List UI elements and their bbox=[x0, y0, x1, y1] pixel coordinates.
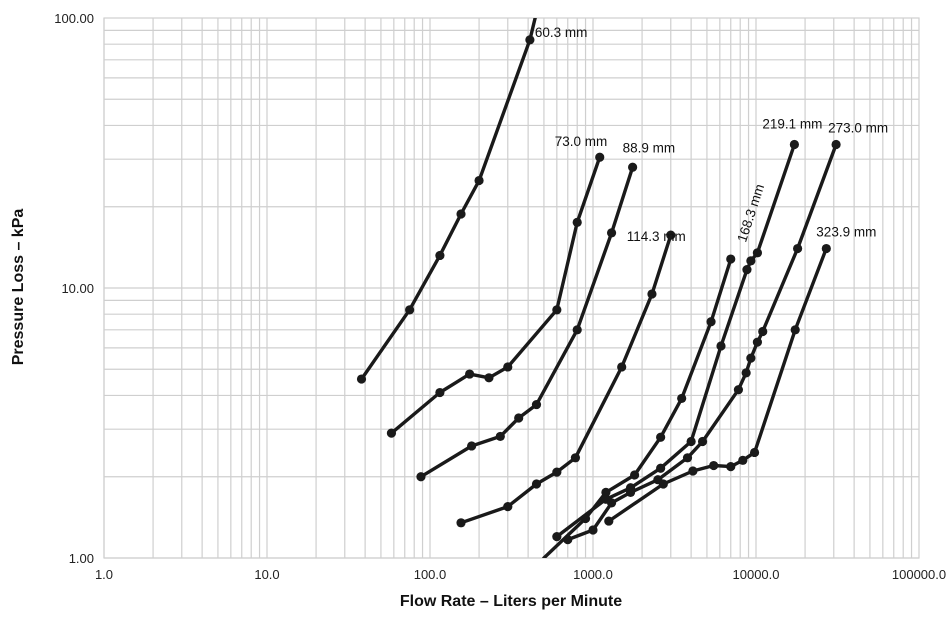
data-point bbox=[531, 479, 542, 489]
data-point bbox=[604, 516, 614, 526]
series-line bbox=[389, 155, 602, 435]
data-point bbox=[709, 460, 719, 471]
x-tick-label: 10000.0 bbox=[733, 567, 780, 582]
data-point bbox=[697, 436, 708, 447]
series-line bbox=[419, 165, 635, 479]
axis-ticks: 1.0 10.0 100.0 1000.0 10000.0 100000.0 1.00 10.… bbox=[54, 11, 946, 582]
data-point bbox=[405, 305, 415, 315]
data-point bbox=[503, 502, 513, 512]
data-point bbox=[588, 525, 598, 535]
data-point bbox=[677, 393, 687, 404]
data-point bbox=[688, 466, 698, 476]
series-label: 323.9 mm bbox=[816, 225, 876, 240]
data-point bbox=[749, 447, 760, 458]
data-point bbox=[552, 467, 562, 477]
data-point bbox=[563, 534, 573, 545]
data-point bbox=[790, 325, 800, 335]
data-point bbox=[666, 230, 676, 240]
x-tick-label: 1.0 bbox=[95, 567, 113, 582]
data-point bbox=[741, 368, 751, 378]
data-point bbox=[552, 305, 562, 315]
data-point bbox=[733, 385, 744, 395]
data-point bbox=[606, 228, 617, 238]
data-point bbox=[726, 462, 736, 472]
data-point bbox=[682, 453, 693, 463]
series-line bbox=[459, 233, 673, 525]
x-tick-label: 100000.0 bbox=[892, 567, 946, 582]
data-point bbox=[572, 217, 582, 227]
data-point bbox=[628, 162, 638, 172]
data-point bbox=[686, 436, 696, 447]
series-label: 114.3 mm bbox=[627, 229, 686, 244]
data-point bbox=[789, 139, 799, 150]
data-point bbox=[484, 373, 494, 383]
data-point bbox=[572, 325, 582, 335]
data-point bbox=[746, 353, 756, 363]
x-axis-title: Flow Rate – Liters per Minute bbox=[400, 593, 622, 610]
grid bbox=[103, 17, 920, 559]
series-line bbox=[555, 142, 797, 539]
data-point bbox=[474, 175, 484, 186]
data-point bbox=[746, 256, 756, 266]
data-point bbox=[595, 152, 605, 162]
data-point bbox=[456, 209, 466, 219]
data-point bbox=[606, 498, 617, 508]
data-point bbox=[758, 326, 768, 337]
data-point bbox=[456, 518, 466, 528]
data-point bbox=[658, 479, 668, 489]
data-point bbox=[656, 463, 666, 473]
data-point bbox=[630, 470, 640, 480]
data-point bbox=[503, 362, 513, 372]
data-point bbox=[514, 413, 524, 423]
x-tick-label: 100.0 bbox=[414, 567, 447, 582]
series-lines bbox=[359, 18, 838, 558]
data-point bbox=[726, 254, 736, 264]
series-label: 273.0 mm bbox=[828, 121, 888, 136]
data-point bbox=[435, 250, 445, 261]
y-tick-label: 10.00 bbox=[61, 281, 94, 296]
data-point bbox=[552, 532, 562, 542]
data-point bbox=[356, 374, 367, 384]
y-tick-label: 1.00 bbox=[69, 551, 94, 566]
data-point bbox=[625, 487, 636, 497]
data-point bbox=[435, 387, 445, 398]
data-point bbox=[465, 369, 475, 379]
x-tick-label: 1000.0 bbox=[573, 567, 613, 582]
data-point bbox=[752, 248, 763, 258]
data-point bbox=[386, 428, 397, 438]
data-point bbox=[495, 431, 505, 442]
data-point bbox=[821, 243, 831, 254]
data-point bbox=[601, 487, 611, 497]
data-point bbox=[617, 362, 627, 372]
series-label: 88.9 mm bbox=[623, 140, 676, 155]
y-tick-label: 100.00 bbox=[54, 11, 94, 26]
data-point bbox=[656, 432, 666, 442]
data-point bbox=[647, 289, 657, 299]
series-label: 73.0 mm bbox=[555, 134, 608, 149]
data-point bbox=[580, 513, 591, 524]
data-point bbox=[531, 399, 542, 410]
data-point bbox=[716, 341, 726, 351]
data-point bbox=[752, 337, 763, 347]
y-axis-title: Pressure Loss – kPa bbox=[10, 209, 27, 366]
data-point bbox=[706, 317, 716, 327]
data-point bbox=[793, 243, 803, 254]
data-point bbox=[742, 264, 752, 275]
data-point bbox=[416, 472, 426, 482]
series-points bbox=[356, 35, 841, 545]
series-label: 219.1 mm bbox=[762, 117, 822, 132]
data-point bbox=[738, 455, 748, 465]
x-tick-label: 10.0 bbox=[254, 567, 279, 582]
plot-frame bbox=[103, 17, 920, 559]
series-label: 60.3 mm bbox=[535, 25, 588, 40]
data-point bbox=[570, 453, 581, 463]
data-point bbox=[525, 35, 535, 45]
data-point bbox=[467, 441, 477, 451]
data-point bbox=[831, 139, 841, 150]
